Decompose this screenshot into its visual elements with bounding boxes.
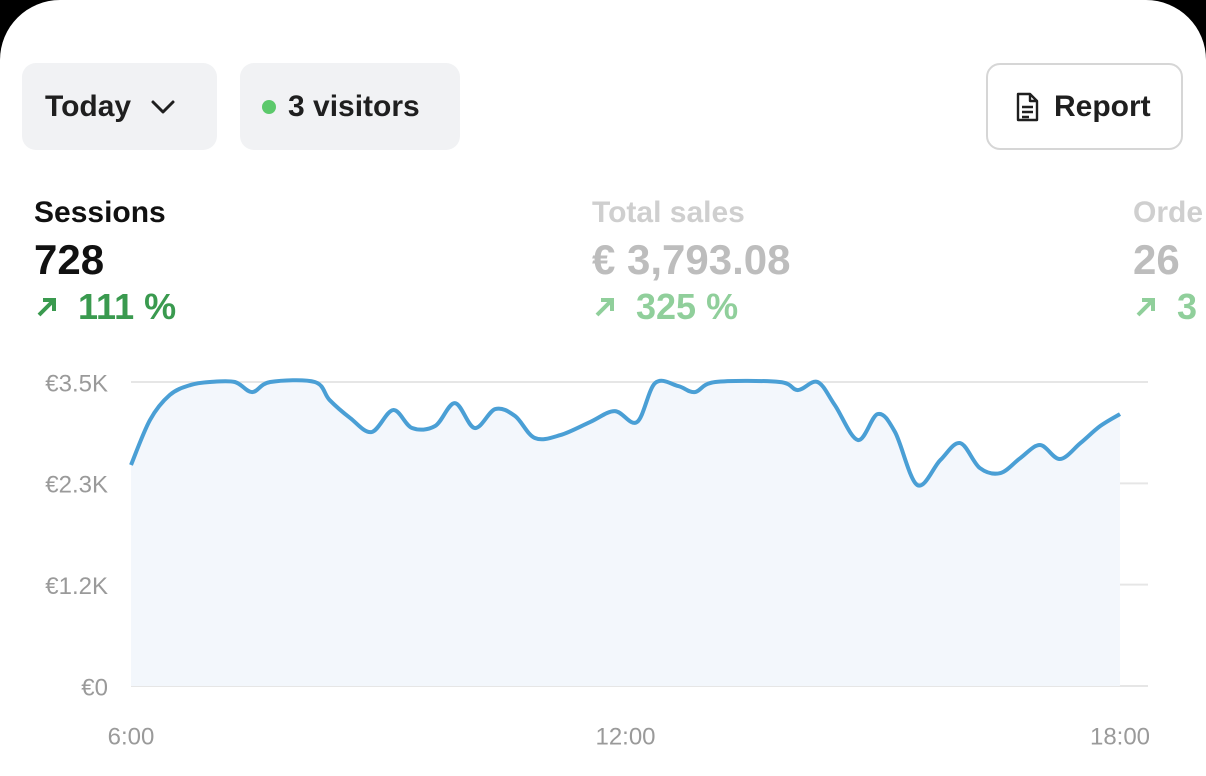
- area: [131, 380, 1120, 686]
- up-arrow: [1136, 298, 1155, 317]
- metric-change: 111 %: [78, 286, 177, 327]
- metric[interactable]: Sessions 728 111 %: [34, 196, 176, 328]
- y-tick-label: €3.5K: [45, 370, 108, 397]
- visitors-label: 3 visitors: [288, 89, 420, 123]
- metric-value: 728: [34, 236, 105, 283]
- report-label: Report: [1054, 89, 1151, 123]
- live-dot: [262, 99, 276, 114]
- up-arrow: [595, 298, 614, 317]
- metric-value: 26: [1133, 236, 1180, 283]
- x-tick-label: 18:00: [1090, 723, 1150, 750]
- y-tick-label: €2.3K: [45, 472, 108, 499]
- visitors-button[interactable]: 3 visitors: [240, 63, 460, 150]
- report-icon: [1016, 92, 1039, 121]
- up-arrow: [37, 298, 56, 317]
- metric-value: € 3,793.08: [592, 236, 791, 283]
- x-tick-label: 12:00: [595, 723, 655, 750]
- period-button[interactable]: Today: [22, 63, 217, 150]
- y-tick-label: €0: [81, 674, 108, 701]
- chevron-icon: [151, 100, 175, 113]
- metric[interactable]: Total sales € 3,793.08 325 %: [592, 196, 791, 328]
- metric-change: 3: [1177, 286, 1198, 327]
- line: [129, 378, 1122, 488]
- metric-label: Total sales: [592, 196, 745, 229]
- report-button[interactable]: Report: [986, 63, 1183, 150]
- metric-label: Sessions: [34, 196, 166, 229]
- metric-change: 325 %: [636, 286, 739, 327]
- x-tick-label: 6:00: [108, 723, 155, 750]
- period-label: Today: [45, 89, 132, 123]
- y-tick-label: €1.2K: [45, 573, 108, 600]
- metric[interactable]: Orde 26 3: [1133, 196, 1203, 328]
- metric-label: Orde: [1133, 196, 1204, 229]
